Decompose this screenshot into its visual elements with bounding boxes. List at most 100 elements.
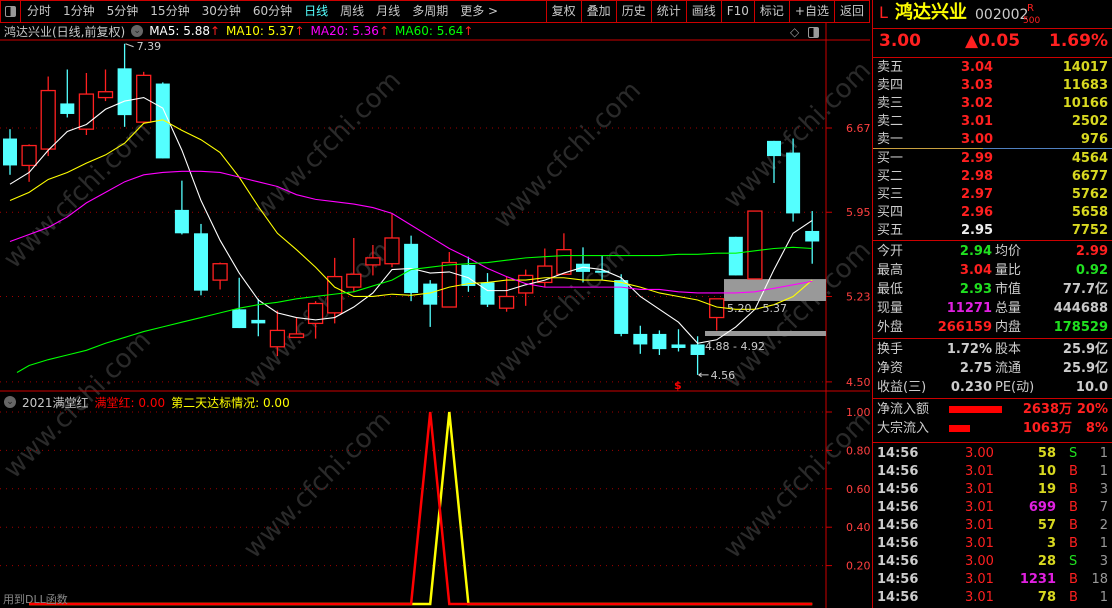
candle-body bbox=[269, 329, 286, 348]
stat-label: 总量 bbox=[995, 301, 1022, 316]
period-tab[interactable]: 周线 bbox=[340, 4, 365, 18]
stat-row: 最低 2.93 市值 77.7亿 bbox=[877, 281, 1108, 299]
stat-label: 均价 bbox=[995, 244, 1022, 259]
trade-count: 7 bbox=[1099, 500, 1108, 515]
stat-value: 0.92 bbox=[1075, 263, 1108, 278]
kline-chart[interactable]: 6.67 5.95 5.23 4.50 7.39 4.56 5.20 - 5.37 4.88 … bbox=[0, 0, 870, 608]
period-tab[interactable]: 1分钟 bbox=[63, 4, 95, 18]
trade-row: 14:56 3.01 3 B 1 bbox=[877, 535, 1108, 553]
price-tick-label: 4.50 bbox=[846, 376, 870, 389]
signal-marker: $ bbox=[674, 379, 682, 392]
market-prefix: L bbox=[879, 3, 888, 22]
candle-body bbox=[384, 237, 400, 265]
stat-value: 10.0 bbox=[1075, 380, 1108, 395]
toolbar-button[interactable]: 统计 bbox=[650, 1, 686, 22]
level-volume: 2502 bbox=[1071, 114, 1108, 129]
period-tab[interactable]: 月线 bbox=[376, 4, 401, 18]
trade-time: 14:56 bbox=[877, 536, 919, 551]
toolbar-button[interactable]: F10 bbox=[720, 1, 754, 22]
period-tab[interactable]: 更多 > bbox=[460, 4, 499, 18]
stat-label: 外盘 bbox=[877, 320, 904, 335]
draw-tool-icon[interactable]: ◇ bbox=[790, 25, 800, 39]
trade-volume: 78 bbox=[1037, 590, 1056, 605]
stat-value: 2.93 bbox=[959, 282, 992, 297]
ma-line-ma20 bbox=[9, 170, 813, 294]
high-price-label: 7.39 bbox=[137, 40, 162, 53]
stat-label: 收益(三) bbox=[877, 380, 927, 395]
indicator-legend: ⌄ 2021满堂红 满堂红: 0.00 第二天达标情况: 0.00 bbox=[4, 394, 290, 410]
indicator-title: 2021满堂红 bbox=[22, 395, 89, 410]
period-tab[interactable]: 15分钟 bbox=[150, 4, 190, 18]
trade-row: 14:56 3.01 1231 B 18 bbox=[877, 571, 1108, 589]
legend-toggle-icon[interactable]: ⌄ bbox=[131, 25, 144, 37]
level-price: 3.03 bbox=[961, 78, 994, 93]
level-volume: 10166 bbox=[1062, 96, 1108, 111]
candle-body bbox=[652, 333, 667, 350]
trade-volume: 699 bbox=[1028, 500, 1056, 515]
layout-toggle-icon[interactable] bbox=[1, 1, 21, 22]
level-label: 卖三 bbox=[877, 96, 904, 111]
zone-upper-label: 5.20 - 5.37 bbox=[727, 302, 787, 315]
candle-body bbox=[728, 236, 743, 276]
stat-row: 外盘 266159 内盘 178529 bbox=[877, 319, 1108, 337]
stat-value: 266159 bbox=[937, 320, 992, 335]
panel-toggle-icon[interactable] bbox=[808, 27, 819, 38]
period-tab[interactable]: 5分钟 bbox=[106, 4, 139, 18]
period-tab[interactable]: 日线 bbox=[304, 4, 329, 18]
toolbar-button[interactable]: 叠加 bbox=[580, 1, 616, 22]
period-tab[interactable]: 分时 bbox=[27, 4, 52, 18]
flow-pct: 8% bbox=[1085, 421, 1108, 436]
period-tab[interactable]: 多周期 bbox=[412, 4, 449, 18]
toolbar-button[interactable]: 历史 bbox=[615, 1, 651, 22]
trade-side: B bbox=[1069, 500, 1078, 515]
trade-row: 14:56 3.01 57 B 2 bbox=[877, 517, 1108, 535]
candle-body bbox=[288, 333, 305, 339]
level-label: 买三 bbox=[877, 187, 904, 202]
flow-row: 净流入额 2638万 20% bbox=[877, 401, 1108, 419]
trade-time: 14:56 bbox=[877, 482, 919, 497]
level-price: 2.97 bbox=[961, 187, 994, 202]
trade-volume: 28 bbox=[1037, 554, 1056, 569]
stat-value: 25.9亿 bbox=[1062, 342, 1108, 357]
stat-value: 11271 bbox=[946, 301, 992, 316]
toolbar-button[interactable]: 复权 bbox=[545, 1, 581, 22]
toolbar-button[interactable]: 返回 bbox=[833, 1, 869, 22]
candle-body bbox=[97, 91, 114, 99]
ma5-value: MA5: 5.88↑ bbox=[149, 24, 221, 38]
badge-500: 500 bbox=[1023, 16, 1041, 26]
candle-body bbox=[709, 298, 725, 319]
ma-legend: 鸿达兴业(日线,前复权) ⌄ MA5: 5.88↑ MA10: 5.37↑ MA… bbox=[4, 23, 473, 39]
period-tab[interactable]: 30分钟 bbox=[201, 4, 241, 18]
candle-body bbox=[747, 210, 763, 280]
indicator-value-2: 第二天达标情况: 0.00 bbox=[171, 395, 290, 410]
stock-name: 鸿达兴业 bbox=[895, 2, 967, 23]
period-tab[interactable]: 60分钟 bbox=[252, 4, 293, 18]
toolbar-button[interactable]: 画线 bbox=[685, 1, 721, 22]
candle-body bbox=[690, 344, 705, 355]
stat-row: 最高 3.04 量比 0.92 bbox=[877, 262, 1108, 280]
trade-time: 14:56 bbox=[877, 446, 919, 461]
stat-label: 现量 bbox=[877, 301, 904, 316]
candle-body bbox=[307, 302, 324, 325]
candle-body bbox=[117, 68, 132, 116]
level-label: 卖五 bbox=[877, 60, 904, 75]
trade-count: 3 bbox=[1099, 482, 1108, 497]
trade-count: 2 bbox=[1099, 518, 1108, 533]
trade-time: 14:56 bbox=[877, 500, 919, 515]
indicator-toggle-icon[interactable]: ⌄ bbox=[4, 396, 16, 408]
candle-body bbox=[3, 138, 17, 166]
chart-title: 鸿达兴业(日线,前复权) bbox=[4, 24, 126, 39]
trade-price: 3.01 bbox=[965, 572, 994, 587]
support-zone-lower bbox=[705, 331, 826, 336]
toolbar-button[interactable]: +自选 bbox=[788, 1, 834, 22]
toolbar-button[interactable]: 标记 bbox=[753, 1, 789, 22]
trade-row: 14:56 3.01 78 B 1 bbox=[877, 589, 1108, 607]
stat-label: 换手 bbox=[877, 342, 904, 357]
candle-body bbox=[614, 280, 629, 334]
trade-count: 3 bbox=[1099, 554, 1108, 569]
flow-label: 净流入额 bbox=[877, 402, 930, 417]
trade-price: 3.00 bbox=[965, 554, 994, 569]
stat-label: 内盘 bbox=[995, 320, 1022, 335]
level-volume: 14017 bbox=[1062, 60, 1108, 75]
candle-body bbox=[174, 209, 189, 234]
